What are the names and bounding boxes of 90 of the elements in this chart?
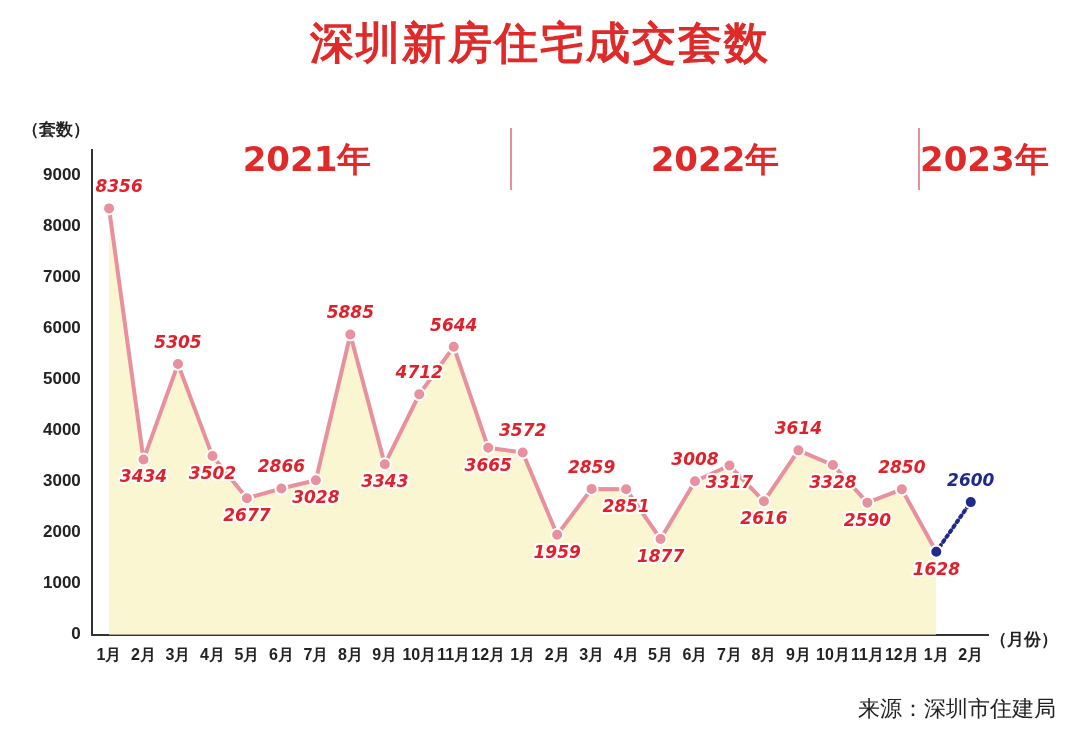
point xyxy=(343,327,358,342)
x-tick-label: 2月 xyxy=(131,645,156,663)
data-label: 3665 xyxy=(464,454,512,475)
x-tick-label: 2月 xyxy=(544,645,570,663)
data-label: 2590 xyxy=(843,509,892,530)
point xyxy=(550,527,565,542)
data-label: 3614 xyxy=(774,418,823,439)
y-tick-label: 4000 xyxy=(42,420,81,440)
annotation: 2022年 xyxy=(649,138,781,181)
point xyxy=(515,445,530,460)
data-label: 2600 xyxy=(947,470,995,491)
x-tick-label: 5月 xyxy=(648,645,673,663)
x-tick-label: 12月 xyxy=(884,645,919,663)
data-label: 5644 xyxy=(430,314,478,335)
x-tick-label: 10月 xyxy=(815,645,850,663)
y-tick-label: 8000 xyxy=(42,216,81,236)
annotation: 2023年 xyxy=(920,138,1049,181)
y-axis-title: （套数） xyxy=(22,118,90,141)
data-label: 3028 xyxy=(292,487,340,508)
data-label: 5305 xyxy=(154,332,202,352)
x-tick-label: 6月 xyxy=(268,645,294,663)
point xyxy=(894,482,909,497)
x-tick-label: 1月 xyxy=(510,645,536,663)
x-tick-label: 3月 xyxy=(579,645,605,663)
y-tick-label: 6000 xyxy=(42,318,81,338)
point xyxy=(791,443,806,458)
data-label: 1959 xyxy=(533,541,581,562)
source-note: 来源：深圳市住建局 xyxy=(858,695,1056,723)
point xyxy=(136,452,151,467)
data-label: 2866 xyxy=(257,456,306,477)
y-tick-label: 9000 xyxy=(42,165,81,185)
point xyxy=(860,495,875,510)
y-tick-label: 2000 xyxy=(42,522,81,542)
y-tick-label: 7000 xyxy=(42,267,81,287)
data-label: 5885 xyxy=(326,302,374,323)
data-label: 3328 xyxy=(809,471,857,492)
data-label: 3572 xyxy=(499,420,547,441)
x-tick-label: 4月 xyxy=(200,645,225,663)
point xyxy=(446,339,461,354)
point xyxy=(619,482,634,497)
point xyxy=(688,474,703,489)
y-tick-label: 5000 xyxy=(42,369,81,389)
y-tick-label: 1000 xyxy=(42,573,81,593)
x-tick-label: 7月 xyxy=(717,645,742,663)
data-label: 4712 xyxy=(394,362,443,383)
x-tick-label: 8月 xyxy=(337,645,363,663)
point xyxy=(756,494,771,509)
x-tick-label: 3月 xyxy=(165,645,191,663)
x-tick-label: 5月 xyxy=(234,645,260,663)
annotation: 2021年 xyxy=(242,139,372,179)
data-label: 2850 xyxy=(878,457,926,478)
point xyxy=(239,491,254,506)
point xyxy=(412,387,427,402)
data-label: 2851 xyxy=(602,496,650,517)
y-tick-label: 3000 xyxy=(42,471,81,491)
point xyxy=(722,458,737,473)
point xyxy=(274,481,289,496)
chart-title: 深圳新房住宅成交套数 xyxy=(309,16,771,70)
data-label: 3008 xyxy=(671,449,719,470)
data-label: 2859 xyxy=(567,456,616,477)
data-label: 3434 xyxy=(119,466,168,487)
data-label: 3317 xyxy=(705,472,754,493)
data-label: 2616 xyxy=(740,508,788,529)
point xyxy=(205,449,220,464)
x-tick-label: 11月 xyxy=(850,645,884,663)
x-tick-label: 7月 xyxy=(303,645,329,663)
x-tick-label: 11月 xyxy=(437,645,471,663)
x-tick-label: 1月 xyxy=(96,645,122,663)
data-label: 2677 xyxy=(223,505,271,526)
x-tick-label: 4月 xyxy=(613,645,639,663)
point xyxy=(377,457,392,472)
data-label: 1628 xyxy=(912,558,961,579)
x-tick-label: 1月 xyxy=(923,645,949,663)
y-tick-label: 0 xyxy=(71,624,81,644)
x-tick-label: 12月 xyxy=(471,645,506,663)
data-label: 1877 xyxy=(636,545,685,566)
data-label: 3343 xyxy=(361,471,409,492)
data-label: 8356 xyxy=(95,176,143,197)
x-tick-label: 2月 xyxy=(958,645,984,663)
point xyxy=(481,440,496,455)
x-tick-label: 10月 xyxy=(402,645,437,663)
point xyxy=(308,473,323,488)
data-label: 3502 xyxy=(188,463,237,484)
x-axis-title: （月份） xyxy=(990,628,1058,651)
x-tick-label: 6月 xyxy=(682,645,708,663)
x-tick-label: 8月 xyxy=(751,645,777,663)
x-tick-label: 9月 xyxy=(372,645,398,663)
point xyxy=(963,495,978,510)
point xyxy=(653,532,668,547)
x-tick-label: 9月 xyxy=(785,645,811,663)
